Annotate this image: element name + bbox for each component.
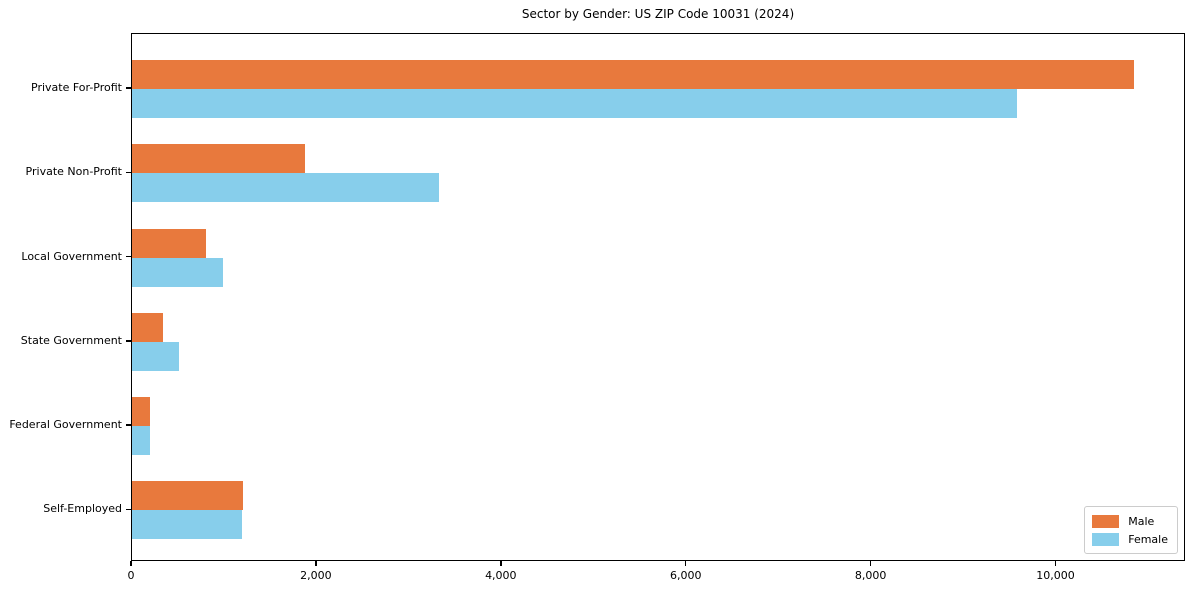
- xtick-mark: [130, 561, 132, 566]
- ytick-label: Self-Employed: [43, 502, 122, 516]
- bar-female-federal-government: [132, 426, 151, 456]
- xtick-mark: [684, 561, 687, 566]
- xtick-mark: [1054, 561, 1057, 566]
- xtick-mark: [315, 561, 317, 566]
- ytick-mark: [126, 87, 131, 89]
- bar-female-private-non-profit: [132, 173, 440, 203]
- xtick-mark: [500, 561, 502, 566]
- ytick-label: Private For-Profit: [31, 81, 122, 95]
- xtick-label: 8,000: [854, 569, 887, 582]
- bar-male-self-employed: [132, 481, 243, 511]
- legend-item-male: Male: [1092, 512, 1168, 530]
- bar-male-private-non-profit: [132, 144, 305, 174]
- plot-area: Male Female: [131, 33, 1185, 561]
- bar-female-local-government: [132, 257, 224, 287]
- bar-male-private-for-profit: [132, 60, 1135, 90]
- xtick-mark: [869, 561, 872, 566]
- male-series-swatch: [1092, 514, 1120, 528]
- female-series-swatch: [1092, 532, 1120, 546]
- bar-male-state-government: [132, 312, 164, 342]
- bar-male-local-government: [132, 228, 206, 258]
- ytick-label: Private Non-Profit: [25, 165, 122, 179]
- ytick-mark: [126, 255, 131, 258]
- bar-female-private-for-profit: [132, 89, 1017, 119]
- chart-title: Sector by Gender: US ZIP Code 10031 (202…: [521, 7, 795, 21]
- ytick-mark: [126, 508, 131, 511]
- xtick-label: 10,000: [1036, 569, 1075, 582]
- ytick-mark: [126, 340, 131, 342]
- legend-item-female: Female: [1092, 530, 1168, 548]
- bar-female-state-government: [132, 341, 180, 371]
- ytick-label: Federal Government: [9, 418, 122, 432]
- xtick-label: 2,000: [300, 569, 332, 582]
- bar-male-federal-government: [132, 397, 151, 427]
- legend-label-male: Male: [1128, 514, 1155, 528]
- legend-label-female: Female: [1128, 532, 1168, 546]
- xtick-label: 6,000: [669, 569, 702, 582]
- legend: Male Female: [1084, 506, 1178, 554]
- xtick-label: 4,000: [485, 569, 517, 582]
- ytick-mark: [126, 424, 131, 426]
- bar-female-self-employed: [132, 510, 242, 540]
- xtick-label: 0: [127, 569, 135, 582]
- ytick-mark: [126, 171, 131, 174]
- ytick-label: Local Government: [21, 249, 122, 263]
- ytick-label: State Government: [20, 333, 122, 347]
